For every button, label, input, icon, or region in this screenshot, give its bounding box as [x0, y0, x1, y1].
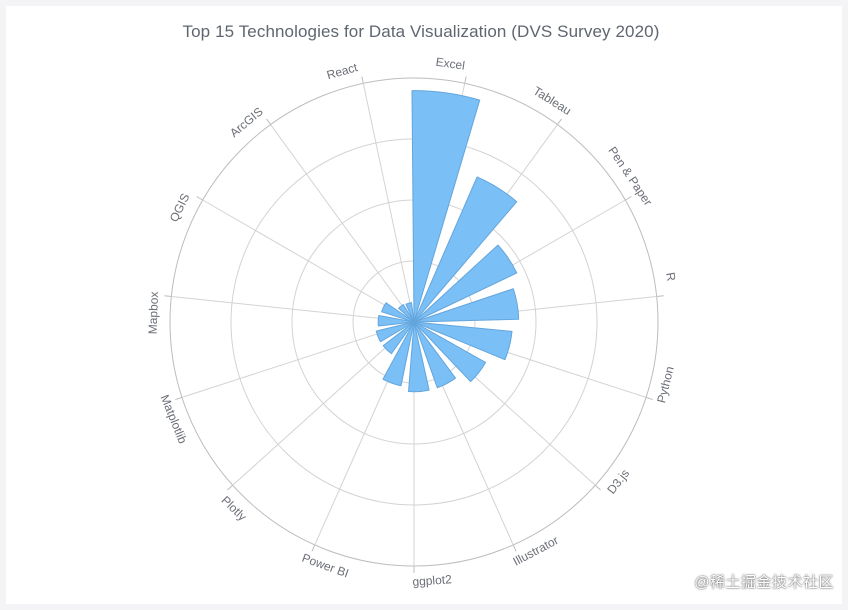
- bar-arcgis: [398, 303, 415, 323]
- bar-r: [413, 288, 520, 323]
- grid-tick: [311, 544, 316, 552]
- label-d3-js: D3.js: [604, 466, 632, 496]
- grid-tick: [164, 295, 172, 297]
- grid-tick: [175, 396, 183, 401]
- watermark: @稀土掘金技术社区: [694, 574, 834, 591]
- bar-python: [413, 321, 513, 361]
- label-mapbox: Mapbox: [146, 291, 161, 334]
- label-ggplot2: ggplot2: [412, 572, 453, 589]
- grid-spoke: [270, 124, 415, 323]
- grid-spoke: [171, 295, 415, 323]
- grid-spoke: [232, 321, 415, 486]
- label-pen-paper: Pen & Paper: [605, 144, 655, 208]
- grid-tick: [512, 544, 517, 552]
- grid-tick: [656, 295, 664, 297]
- bar-d3-js: [413, 321, 486, 383]
- label-r: R: [663, 271, 678, 282]
- label-matplotlib: Matplotlib: [158, 393, 190, 446]
- bar-tableau: [413, 176, 518, 323]
- grid-tick: [557, 118, 562, 125]
- bar-ggplot2: [408, 321, 430, 393]
- grid-tick: [227, 484, 234, 491]
- chart-title: Top 15 Technologies for Data Visualizati…: [182, 22, 660, 41]
- bar-illustrator: [413, 321, 456, 389]
- bar-matplotlib: [375, 321, 415, 343]
- grid-spoke: [181, 321, 415, 398]
- bar-series: [375, 90, 520, 393]
- label-qgis: QGIS: [167, 191, 193, 224]
- bar-power-bi: [382, 321, 415, 387]
- bar-mapbox: [377, 314, 415, 327]
- label-arcgis: ArcGIS: [227, 104, 266, 140]
- bar-plotly: [382, 321, 415, 355]
- bar-excel: [411, 90, 481, 323]
- grid-tick: [625, 196, 632, 201]
- label-excel: Excel: [435, 55, 466, 73]
- grid-spoke: [202, 199, 415, 323]
- label-python: Python: [654, 365, 677, 405]
- grid-tick: [361, 76, 364, 84]
- bar-pen-paper: [413, 244, 518, 323]
- label-tableau: Tableau: [531, 84, 574, 118]
- grid-spoke: [362, 83, 415, 323]
- label-react: React: [325, 60, 360, 82]
- grid-tick: [464, 76, 467, 84]
- grid-tick: [594, 484, 601, 491]
- grid-tick: [196, 196, 203, 201]
- grid-tick: [266, 118, 271, 125]
- bar-qgis: [381, 302, 415, 323]
- bar-react: [405, 302, 415, 323]
- grid-tick: [645, 396, 653, 401]
- label-illustrator: Illustrator: [511, 533, 561, 569]
